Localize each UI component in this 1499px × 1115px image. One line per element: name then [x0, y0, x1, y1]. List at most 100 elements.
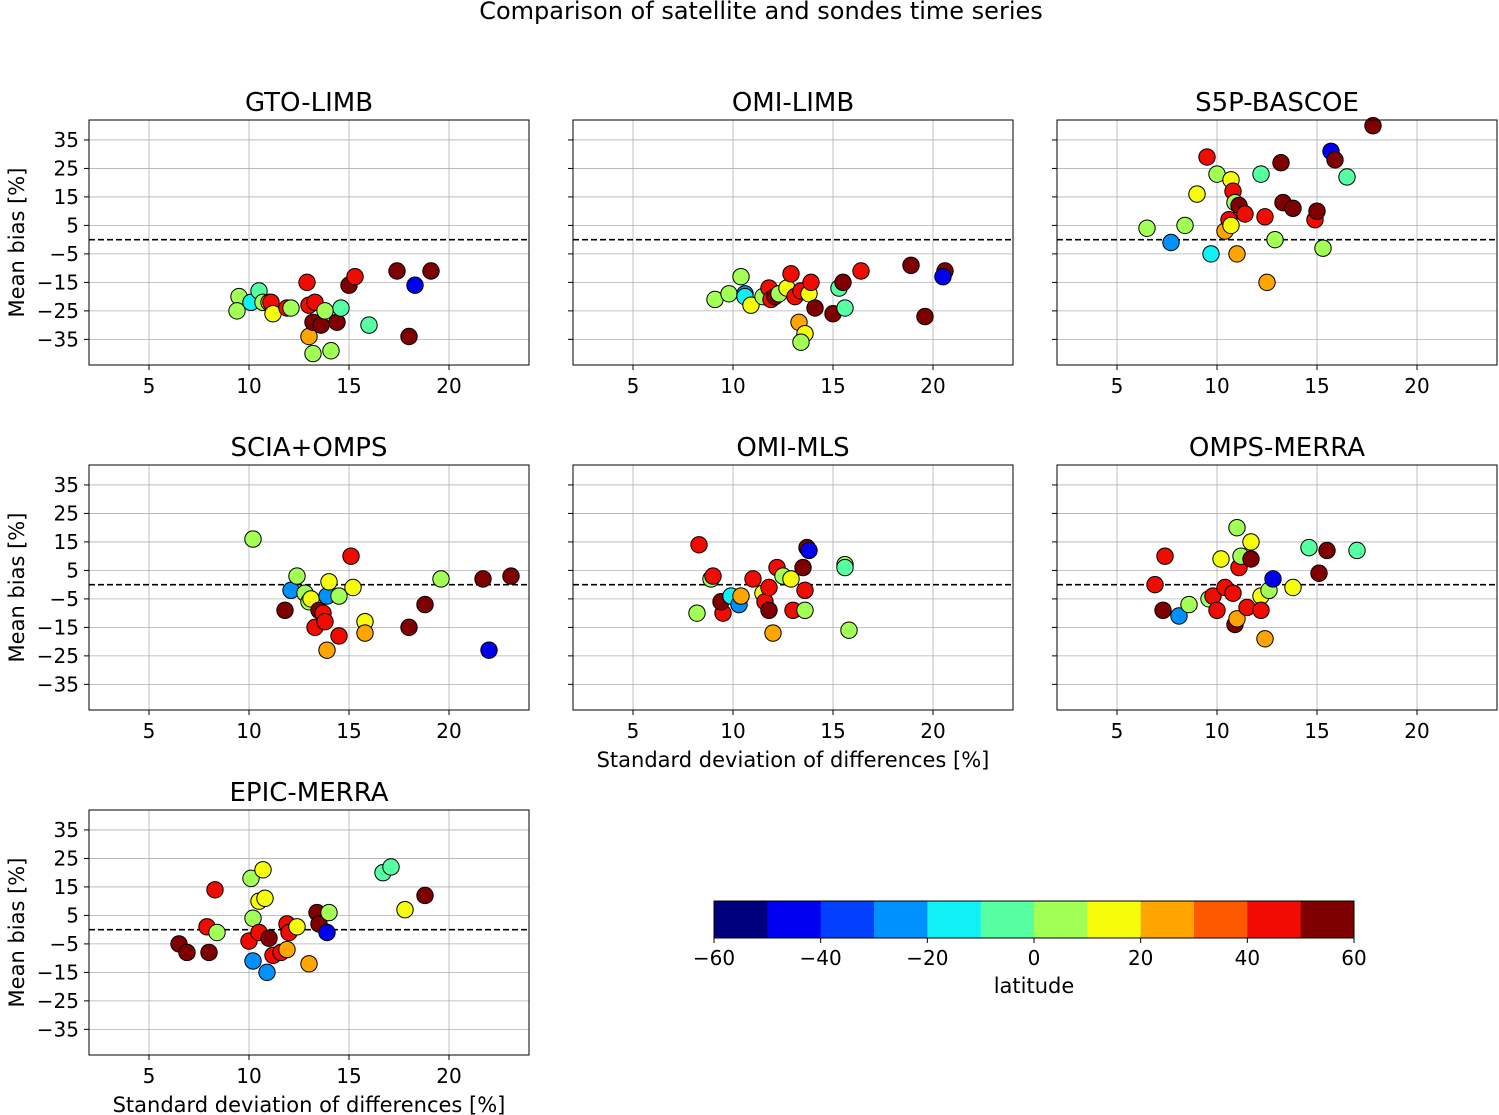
colorbar-segment: [1300, 901, 1355, 938]
data-point: [474, 570, 492, 588]
data-point: [796, 581, 814, 600]
data-point: [396, 901, 414, 919]
data-point: [690, 536, 708, 554]
data-point: [1364, 116, 1382, 135]
data-point: [1264, 570, 1282, 588]
data-point: [840, 621, 858, 639]
x-tick-label: 5: [143, 1064, 156, 1088]
data-point: [764, 624, 782, 642]
data-point: [258, 963, 276, 982]
data-point: [1162, 233, 1180, 252]
x-tick-label: 15: [820, 719, 845, 743]
panel-title: OMPS-MERRA: [1189, 433, 1365, 463]
data-point: [480, 641, 498, 659]
x-tick-label: 20: [920, 719, 945, 743]
x-tick-label: 5: [143, 719, 156, 743]
axes-frame: [572, 119, 1014, 366]
data-point: [1228, 245, 1246, 263]
colorbar-tick-label: 40: [1235, 946, 1260, 970]
data-point: [1222, 216, 1240, 235]
data-point: [1300, 538, 1318, 557]
data-point: [288, 567, 306, 585]
x-tick-label: 15: [1304, 374, 1329, 398]
x-tick-label: 15: [820, 374, 845, 398]
data-point: [732, 267, 750, 286]
x-axis-label: Standard deviation of differences [%]: [113, 1093, 506, 1115]
y-tick-label: −15: [37, 615, 79, 639]
y-tick-label: −15: [37, 960, 79, 984]
colorbar-tick-label: 20: [1128, 946, 1153, 970]
y-tick-label: −15: [37, 270, 79, 294]
colorbar-segment: [1034, 901, 1088, 938]
x-tick-label: 5: [1111, 719, 1124, 743]
data-point: [1326, 151, 1344, 169]
data-point: [178, 943, 196, 962]
data-point: [1266, 230, 1284, 249]
x-tick-label: 20: [1404, 374, 1429, 398]
data-point: [1338, 168, 1356, 186]
y-tick-label: 15: [54, 185, 79, 209]
data-point: [794, 558, 812, 577]
panel-title: SCIA+OMPS: [231, 433, 388, 463]
data-point: [346, 267, 364, 286]
colorbar-segment: [980, 901, 1035, 938]
data-point: [356, 624, 374, 642]
panel-title: EPIC-MERRA: [229, 778, 388, 808]
data-point: [732, 587, 750, 605]
data-point: [242, 869, 260, 888]
data-point: [744, 570, 762, 588]
data-point: [320, 903, 338, 922]
data-point: [836, 558, 854, 577]
x-tick-label: 10: [236, 719, 261, 743]
y-tick-label: 5: [66, 903, 79, 927]
data-point: [260, 929, 278, 947]
data-point: [792, 333, 810, 351]
data-point: [1202, 245, 1220, 263]
x-tick-label: 5: [627, 719, 640, 743]
data-point: [244, 952, 262, 970]
y-tick-label: −35: [37, 1017, 79, 1041]
axes-frame: [88, 119, 530, 366]
y-tick-label: −5: [50, 587, 79, 611]
data-point: [852, 262, 870, 280]
data-point: [688, 604, 706, 622]
x-tick-label: 10: [1204, 374, 1229, 398]
panel-omi-limb: 5 10 15 20 OMI-LIMB: [568, 88, 1014, 398]
data-point: [1284, 199, 1302, 218]
data-point: [1156, 547, 1174, 565]
panel-title: S5P-BASCOE: [1195, 88, 1359, 118]
data-point: [400, 618, 418, 637]
data-point: [254, 861, 272, 879]
data-point: [1284, 578, 1302, 597]
x-tick-label: 20: [1404, 719, 1429, 743]
data-point: [360, 316, 378, 334]
data-point: [1228, 610, 1246, 628]
x-tick-label: 20: [436, 1064, 461, 1088]
data-point: [388, 262, 406, 280]
y-tick-label: −5: [50, 242, 79, 266]
x-tick-label: 20: [436, 374, 461, 398]
axes-frame: [572, 464, 1014, 711]
data-point: [298, 273, 316, 292]
data-point: [916, 307, 934, 326]
data-point: [1212, 550, 1230, 568]
y-tick-label: −5: [50, 932, 79, 956]
data-point: [276, 601, 294, 619]
data-point: [1252, 165, 1270, 183]
panel-title: OMI-MLS: [736, 433, 849, 463]
data-point: [1310, 564, 1328, 582]
data-point: [288, 918, 306, 936]
y-tick-label: 35: [54, 128, 79, 152]
data-point: [318, 641, 336, 659]
panel-gto-limb: 5 10 15 20 35 25 15 5 −5 −15 −25 −35 GTO-LIMB Mean bi…: [5, 88, 530, 398]
data-point: [330, 627, 348, 645]
data-point: [800, 541, 818, 560]
data-point: [400, 327, 418, 346]
data-point: [256, 889, 274, 908]
axes-frame: [1056, 119, 1498, 366]
data-point: [416, 595, 434, 614]
y-axis-label: Mean bias [%]: [5, 513, 29, 663]
data-point: [1258, 273, 1276, 292]
x-tick-label: 5: [1111, 374, 1124, 398]
